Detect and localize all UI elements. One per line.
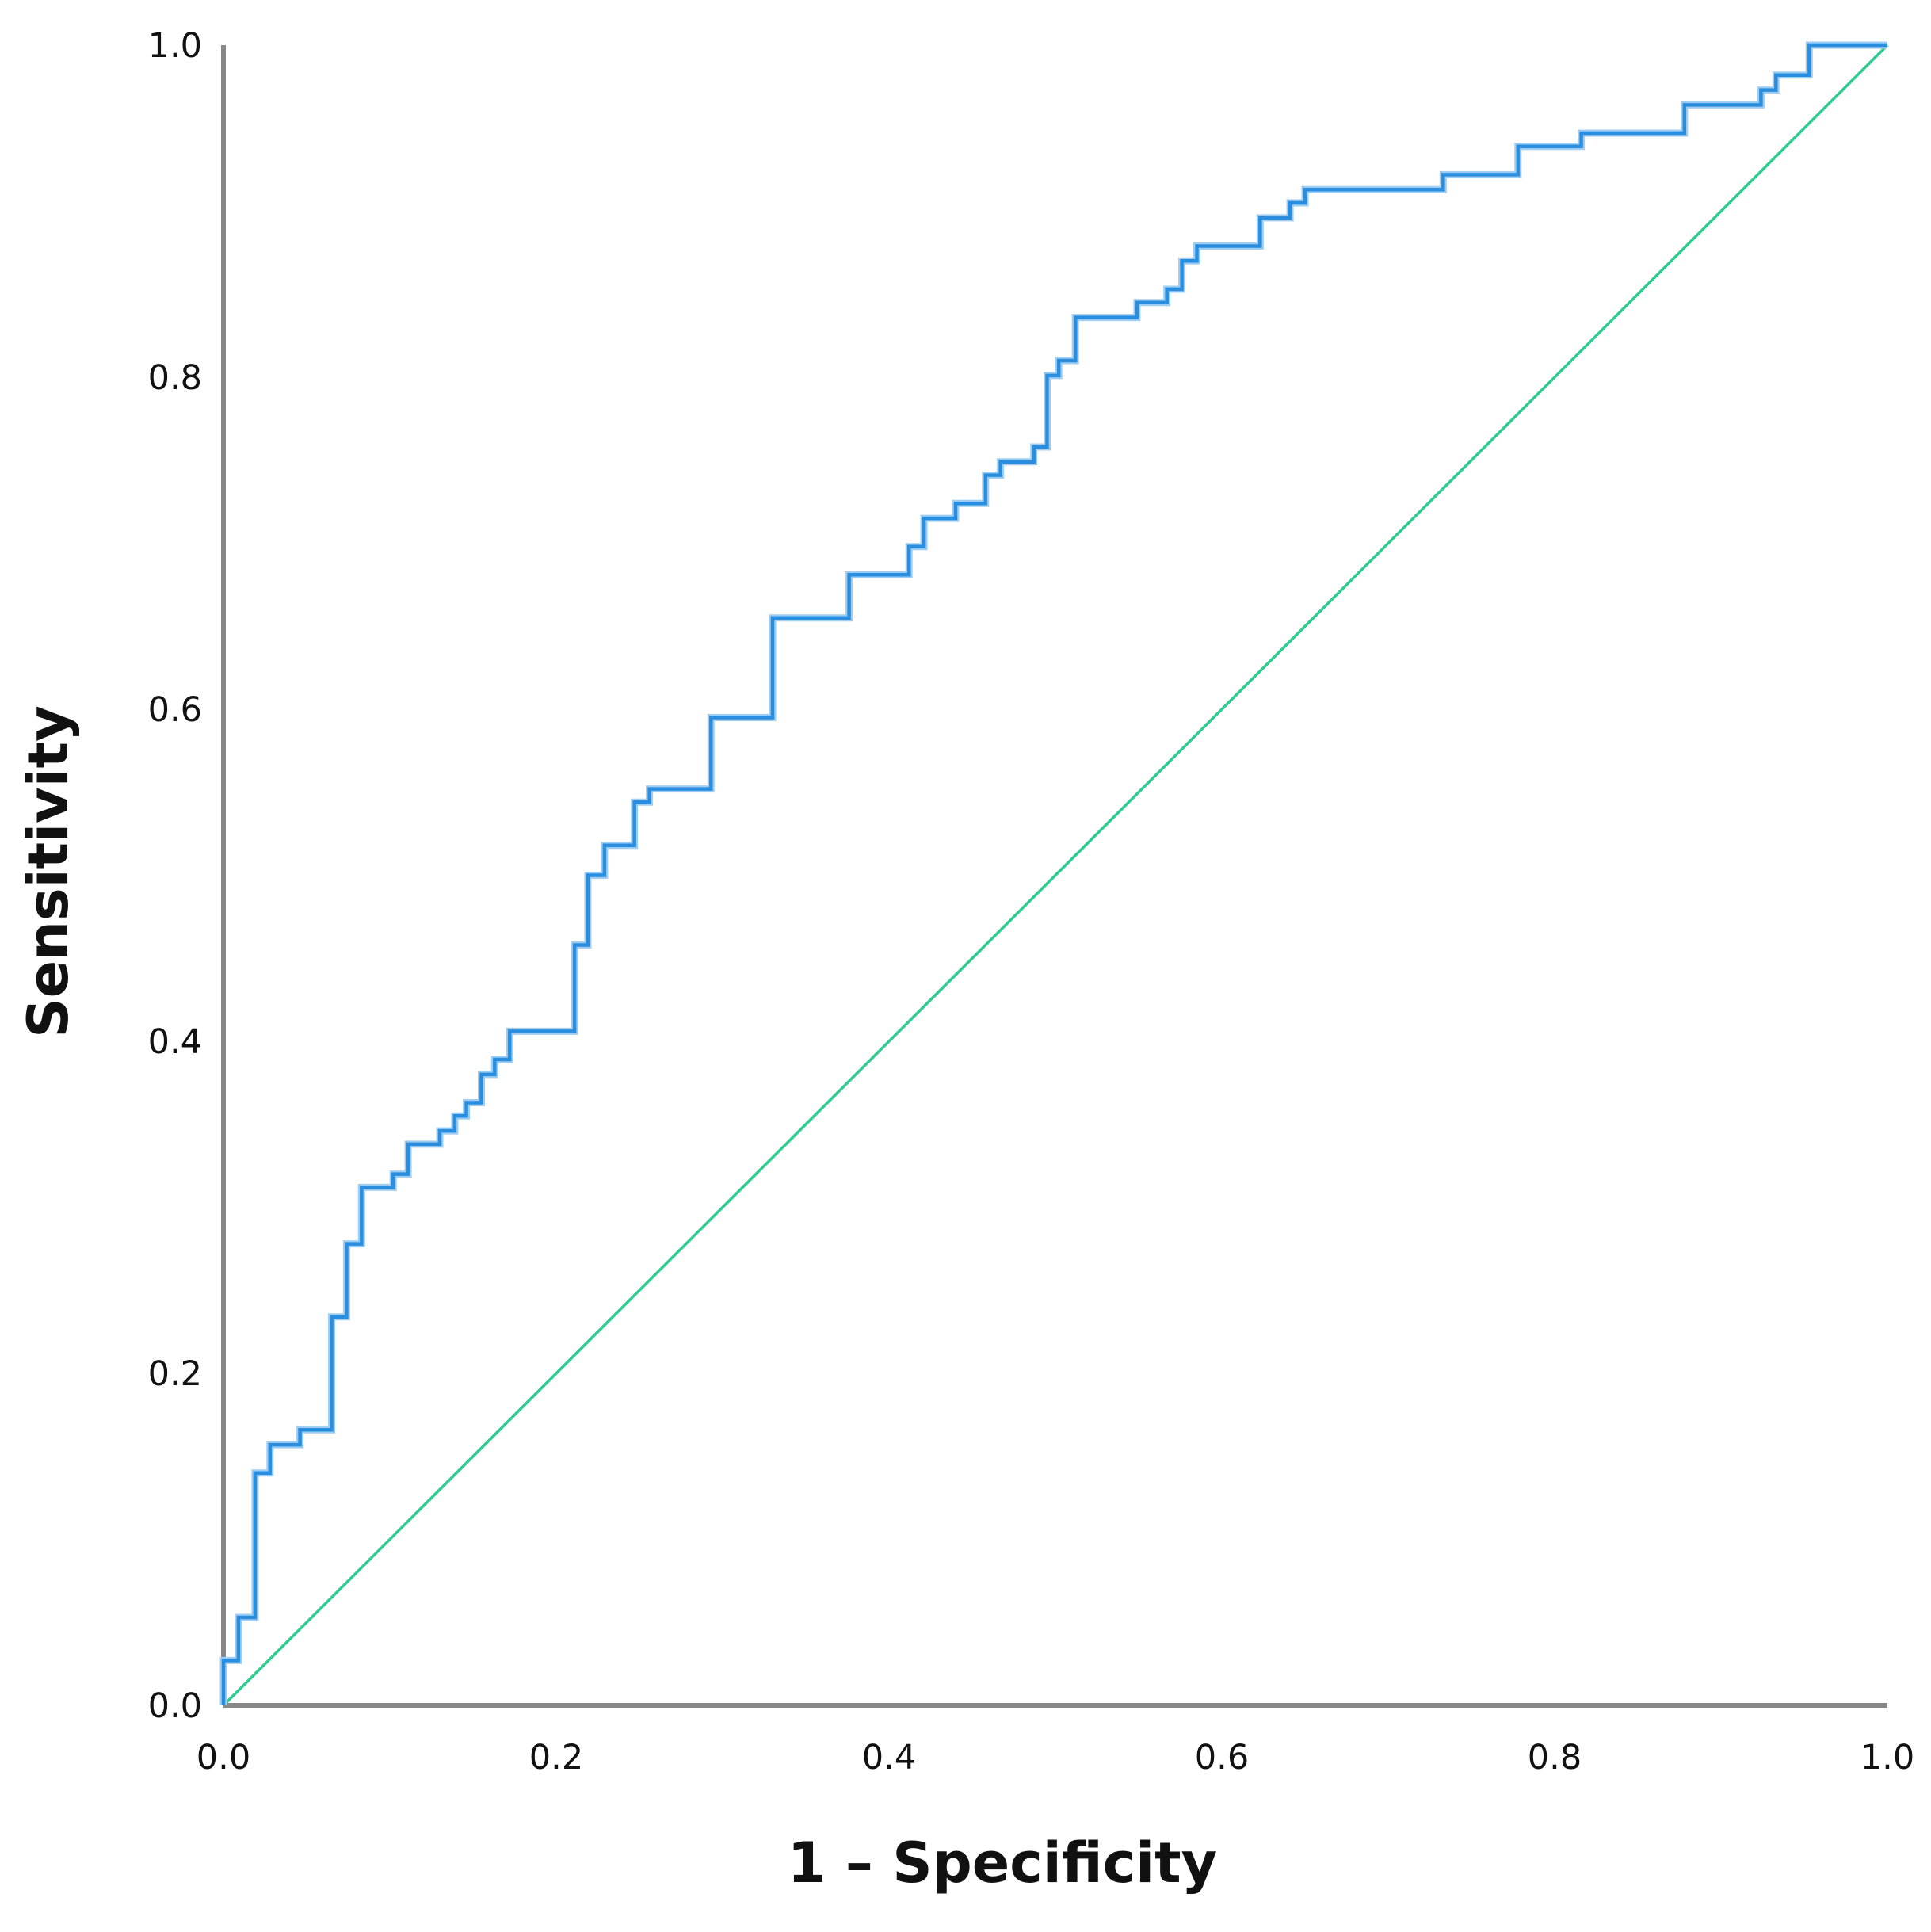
y-axis-title: Sensitivity — [16, 705, 81, 1038]
x-tick-label: 0.0 — [197, 1738, 250, 1777]
x-tick-label: 0.8 — [1528, 1738, 1582, 1777]
y-tick-label: 0.8 — [148, 358, 202, 398]
x-tick-label: 0.2 — [529, 1738, 583, 1777]
roc-curve — [221, 43, 1887, 1705]
axes — [221, 45, 1887, 1708]
tick-labels: 0.0 0.2 0.4 0.6 0.8 1.0 0.0 0.2 0.4 0.6 0.8 1.0 — [148, 26, 1915, 1777]
x-tick-label: 0.4 — [862, 1738, 916, 1777]
y-tick-label: 1.0 — [148, 26, 202, 66]
reference-line — [222, 44, 1889, 1707]
y-tick-label: 0.2 — [148, 1354, 202, 1394]
plot-area — [219, 41, 1889, 1707]
y-tick-label: 0.6 — [148, 690, 202, 730]
y-tick-label: 0.4 — [148, 1022, 202, 1062]
x-tick-label: 0.6 — [1195, 1738, 1249, 1777]
x-tick-label: 1.0 — [1860, 1738, 1914, 1777]
x-axis-title: 1 – Specificity — [788, 1831, 1217, 1896]
y-tick-label: 0.0 — [148, 1686, 202, 1726]
